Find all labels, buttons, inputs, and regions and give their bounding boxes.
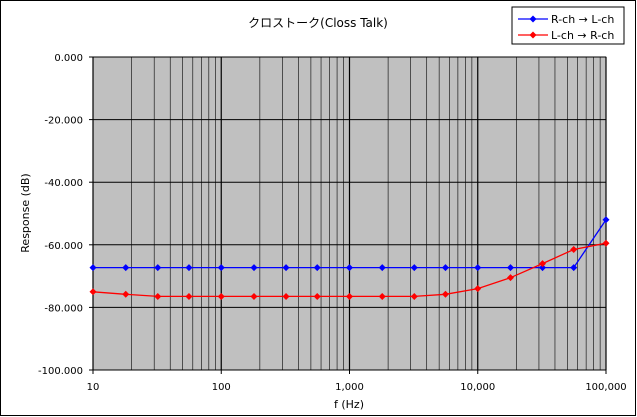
legend-label-l-to-r: L-ch → R-ch	[551, 29, 614, 42]
data-point-marker	[89, 288, 97, 296]
y-tick-label: -60.000	[44, 241, 83, 252]
data-point-marker	[185, 292, 193, 300]
data-point-marker	[378, 264, 386, 272]
legend-label-r-to-l: R-ch → L-ch	[551, 13, 614, 26]
data-point-marker	[250, 292, 258, 300]
data-point-marker	[154, 292, 162, 300]
data-point-marker	[506, 274, 514, 282]
x-tick-label: 10	[87, 382, 100, 393]
x-tick-label: 100,000	[585, 382, 626, 393]
data-point-marker	[474, 264, 482, 272]
y-tick-label: -80.000	[44, 303, 83, 314]
data-point-marker	[282, 264, 290, 272]
data-point-marker	[570, 245, 578, 253]
data-point-marker	[89, 264, 97, 272]
series-2	[89, 239, 610, 300]
data-point-marker	[570, 264, 578, 272]
data-point-marker	[539, 260, 547, 268]
data-point-marker	[441, 264, 449, 272]
data-point-marker	[250, 264, 258, 272]
legend: R-ch → L-ch L-ch → R-ch	[511, 6, 625, 45]
y-tick-label: -40.000	[44, 178, 83, 189]
data-point-marker	[474, 285, 482, 293]
x-axis-label: f (Hz)	[334, 398, 364, 411]
data-point-marker	[313, 292, 321, 300]
legend-box	[511, 6, 625, 45]
data-point-marker	[602, 239, 610, 247]
data-point-marker	[185, 264, 193, 272]
data-point-marker	[122, 290, 130, 298]
data-point-marker	[539, 264, 547, 272]
data-point-marker	[346, 292, 353, 300]
data-point-marker	[410, 264, 418, 272]
data-point-marker	[313, 264, 321, 272]
chart-title: クロストーク(Closs Talk)	[248, 16, 388, 30]
data-point-marker	[217, 264, 225, 272]
series-layer	[89, 216, 610, 300]
y-tick-label: 0.000	[54, 53, 83, 64]
x-tick-label: 1,000	[335, 382, 364, 393]
data-point-marker	[410, 292, 418, 300]
data-point-marker	[154, 264, 162, 272]
data-point-marker	[441, 290, 449, 298]
data-point-marker	[378, 292, 386, 300]
series-1	[89, 216, 610, 272]
y-tick-label: -100.000	[38, 366, 83, 377]
data-point-marker	[602, 216, 610, 224]
x-tick-label: 10,000	[460, 382, 495, 393]
data-point-marker	[506, 264, 514, 272]
data-point-marker	[282, 292, 290, 300]
data-point-marker	[346, 264, 353, 272]
y-axis-ticks: 0.000 -20.000 -40.000 -60.000 -80.000 -100.00…	[38, 53, 93, 377]
data-point-marker	[122, 264, 130, 272]
y-axis-label: Response (dB)	[19, 173, 32, 252]
grid-lines	[92, 56, 607, 371]
legend-marker-l-to-r	[529, 31, 537, 39]
legend-marker-r-to-l	[529, 15, 537, 23]
y-tick-label: -20.000	[44, 116, 83, 127]
x-axis-ticks: 10 100 1,000 10,000 100,000	[87, 370, 627, 393]
data-point-marker	[217, 292, 225, 300]
x-tick-label: 100	[212, 382, 231, 393]
